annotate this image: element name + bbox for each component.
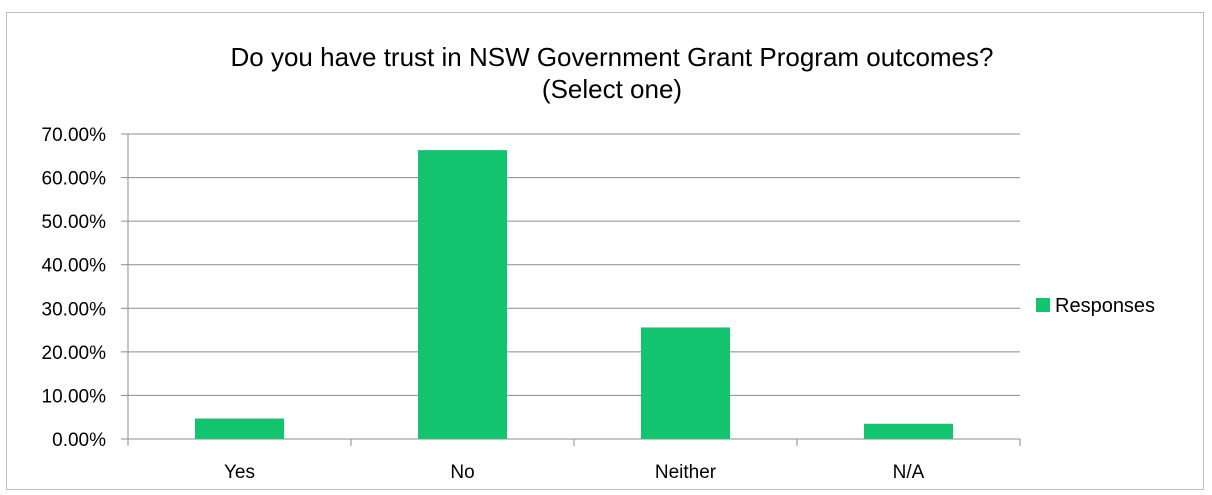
x-tick-label: Neither — [655, 462, 717, 483]
x-tick-label: No — [450, 462, 474, 483]
y-axis-ticks: 0.00% 10.00% 20.00% 30.00% 40.00% 50.00% 60.00… — [42, 125, 129, 451]
x-axis: Yes No Neither N/A — [127, 438, 1021, 483]
bar-neither — [641, 327, 730, 439]
y-tick-label: 50.00% — [42, 212, 107, 233]
legend: Responses — [1036, 295, 1155, 317]
legend-swatch — [1036, 298, 1050, 312]
chart-title: Do you have trust in NSW Government Gran… — [231, 42, 994, 72]
bars — [195, 150, 953, 439]
y-tick-label: 70.00% — [42, 125, 107, 146]
chart-subtitle: (Select one) — [542, 74, 682, 104]
gridlines — [128, 133, 1020, 396]
y-tick-label: 60.00% — [42, 169, 107, 190]
legend-label: Responses — [1055, 295, 1155, 317]
y-tick-label: 0.00% — [52, 430, 106, 451]
bar-n-a — [864, 423, 953, 439]
y-tick-label: 10.00% — [42, 386, 107, 407]
chart-frame — [6, 12, 1204, 490]
y-tick-label: 30.00% — [42, 299, 107, 320]
bar-yes — [195, 418, 284, 439]
y-tick-label: 20.00% — [42, 343, 107, 364]
y-tick-label: 40.00% — [42, 256, 107, 277]
bar-no — [418, 150, 507, 439]
x-tick-label: N/A — [893, 462, 925, 483]
x-tick-label: Yes — [224, 462, 255, 483]
